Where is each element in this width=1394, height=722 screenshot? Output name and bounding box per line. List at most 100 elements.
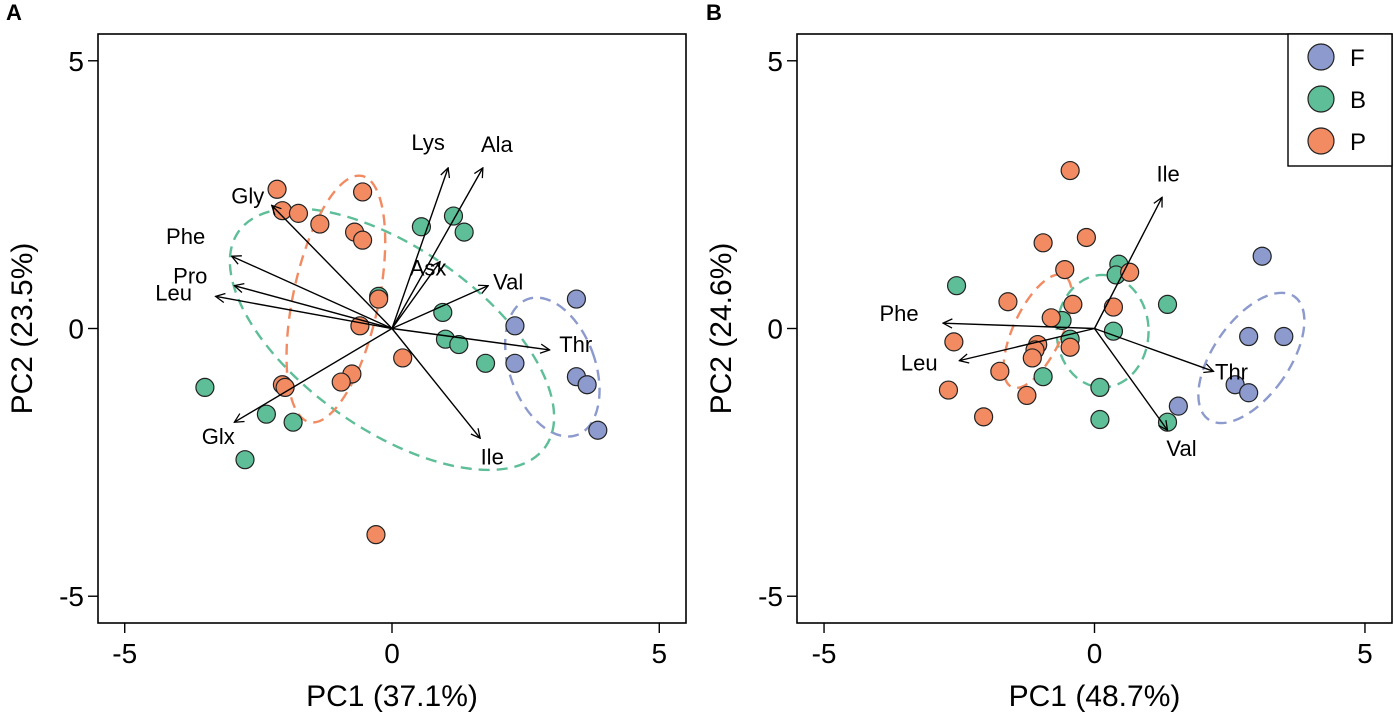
data-point-p [366,525,386,545]
x-tick-label: 0 [384,638,400,669]
plot-frame [796,33,1393,624]
data-point-f [1239,326,1259,347]
data-point-b [454,222,474,242]
legend-label-b: B [1350,87,1366,114]
loading-label-glx: Glx [202,424,235,449]
data-point-f [1168,396,1188,416]
legend-label-p: P [1350,129,1366,156]
data-point-b [1090,409,1110,430]
data-point-b [256,404,276,424]
legend-label-f: F [1350,45,1365,72]
loading-arrow-glx [234,327,393,423]
data-point-p [267,179,287,199]
loading-arrow-pro [234,286,393,330]
loading-label-phe: Phe [879,301,918,326]
data-point-p [353,230,373,250]
data-point-b [946,276,967,296]
confidence-ellipse-f [503,296,601,438]
data-point-b [1103,321,1124,341]
x-tick-label: 5 [1357,638,1373,669]
loading-arrow-val [1093,328,1168,431]
plot-frame [97,33,687,624]
legend: FBP [1287,33,1393,167]
data-point-f [1252,246,1272,266]
loading-arrow-thr [1094,327,1214,372]
data-point-p [938,380,959,400]
legend-swatch-b [1307,85,1335,113]
data-point-f [566,289,587,309]
data-point-f [577,375,597,395]
loading-arrow-ala [391,168,483,329]
data-point-p [990,361,1010,381]
data-point-p [1076,227,1096,248]
data-point-p [1060,337,1080,357]
loading-label-leu: Leu [155,280,192,305]
y-tick-label: 5 [767,46,783,77]
loading-arrow-phe [943,323,1095,330]
panel-a: A -5 0 5 5 0 -5 PC1 (37.1%) PC2 (23.5%) Lys Ala Gly… [6,0,687,713]
y-tick-label: -5 [758,581,783,612]
x-tick-label: -5 [112,638,137,669]
data-point-p [353,182,373,202]
x-axis-title: PC1 (48.7%) [1009,680,1181,713]
data-point-f [588,420,608,440]
x-tick-label: -5 [812,638,837,669]
loading-arrow-val [391,286,488,330]
data-point-b [449,334,469,355]
legend-swatch-p [1307,127,1335,155]
loading-label-ile: Ile [1156,161,1179,186]
data-point-p [1041,308,1061,328]
loading-label-ala: Ala [481,132,514,157]
data-point-p [1022,348,1042,368]
data-point-p [1103,297,1124,317]
data-point-p [310,214,330,234]
data-point-p [1033,233,1053,253]
legend-box [1287,33,1393,167]
data-point-p [393,348,413,368]
loading-label-gly: Gly [231,183,264,208]
panel-letter-a: A [6,0,22,25]
data-point-b [195,377,215,397]
data-point-p [369,289,389,309]
x-axis-title: PC1 (37.1%) [306,680,478,713]
data-point-p [331,372,351,392]
data-point-p [1055,260,1075,280]
loading-arrow-gly [272,205,393,329]
data-point-p [974,407,994,427]
data-point-f [1274,326,1294,347]
y-tick-label: -5 [59,581,84,612]
x-tick-label: 0 [1087,638,1103,669]
loading-arrow-leu [216,296,393,330]
loading-label-ile: Ile [481,444,504,469]
y-tick-label: 5 [68,46,84,77]
confidence-ellipse-f [1197,291,1306,425]
loading-arrow-ile [1093,197,1163,329]
data-point-b [475,353,496,373]
loading-label-pro: Pro [173,264,207,289]
y-tick-label: 0 [767,314,783,345]
loading-label-val: Val [1166,436,1196,461]
loading-label-asx: Asx [410,256,447,281]
data-point-f [1239,383,1259,403]
y-axis-title: PC2 (23.5%) [6,243,39,415]
data-point-p [944,332,964,352]
y-axis-title: PC2 (24.6%) [705,243,738,415]
data-point-b [1090,377,1110,397]
loading-label-thr: Thr [1215,359,1248,384]
data-point-b [283,412,303,432]
data-point-p [288,203,309,223]
data-point-b [1157,294,1178,315]
data-point-p [1060,160,1080,181]
data-point-b [235,450,255,470]
data-point-p [1017,385,1037,406]
loading-label-val: Val [493,270,523,295]
data-point-p [998,292,1018,312]
loading-label-lys: Lys [411,130,444,155]
data-point-f [505,316,525,336]
loading-label-thr: Thr [559,332,592,357]
loading-arrow-thr [391,327,550,350]
loading-label-phe: Phe [166,224,205,249]
data-point-p [275,377,295,397]
data-point-p [1063,294,1083,315]
